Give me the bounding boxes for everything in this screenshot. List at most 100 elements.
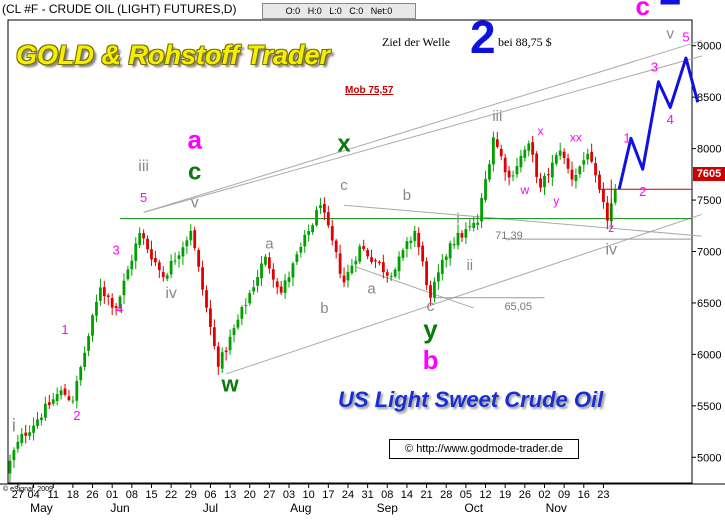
channel-top-line [143,40,702,213]
target-note-suffix: bei 88,75 $ [498,35,552,49]
wave-label: v [191,194,199,211]
candle-body [378,261,381,263]
level-label: 71,39 [495,230,523,242]
candle-body [252,287,256,292]
candle-body [114,306,118,309]
candle-body [16,441,20,449]
wave-label: 5 [140,190,147,205]
wave-label: iii [138,158,149,175]
candle-body [20,433,24,444]
candle-body [220,352,224,369]
candle-body [476,222,480,225]
candle-body [495,139,499,147]
wave-label: 1 [623,130,630,145]
candle-body [531,142,535,155]
candle-body [346,271,350,281]
candle-body [480,197,483,222]
candle-body [212,327,216,347]
wave-label: x [538,124,544,138]
x-tick-label: 21 [420,489,432,501]
candle-body [307,231,311,235]
month-label: Jun [110,501,129,515]
target-wave-number: 2 [470,11,496,63]
wave-label: 3 [651,59,658,74]
candle-body [315,209,318,226]
candle-body [491,137,495,165]
candle-body [299,247,303,253]
ohlc-net: Net:0 [370,6,393,16]
candle-body [503,157,507,173]
x-tick-label: 10 [303,489,315,501]
month-label: Jul [203,501,218,515]
candle-body [409,240,413,243]
candle-body [519,155,523,168]
candle-body [452,244,456,246]
wave-label: w [519,183,529,197]
month-label: Sep [377,501,399,515]
candle-body [63,388,67,395]
candle-body [527,143,531,151]
candle-body [75,381,79,401]
candle-body [12,450,16,460]
candle-body [578,166,582,175]
channel-lower-line [225,213,702,375]
wave-label: 4 [667,112,674,127]
wave-label: 3 [112,243,119,258]
wave-label: b [320,300,328,317]
candle-body [362,246,366,250]
wave-label: ii [466,257,473,274]
candle-body [260,263,263,279]
candle-body [582,160,586,165]
candle-body [323,203,326,213]
y-tick-label: 5500 [697,401,721,413]
candle-body [67,396,71,401]
candle-body [165,275,169,279]
candle-body [102,287,106,297]
candle-body [456,232,460,246]
month-label: May [30,501,53,515]
candle-body [275,281,279,288]
x-tick-label: 27 [263,489,275,501]
x-tick-label: 04 [27,489,39,501]
candle-body [464,229,468,238]
candle-body [460,233,464,238]
candle-body [169,260,173,275]
candle-body [440,259,444,274]
mob-label: Mob 75,57 [345,85,394,96]
candle-body [51,399,55,404]
y-tick-label: 8000 [697,144,721,156]
candle-body [201,267,204,290]
wave-label: 1 [61,322,68,337]
x-tick-label: 06 [204,489,216,501]
wave-label: i [456,211,459,228]
source-url[interactable]: © http://www.godmode-trader.de [389,439,579,459]
wave-label: a [187,125,202,155]
candle-body [279,286,283,293]
candle-body [381,262,385,273]
candle-body [472,222,476,228]
wave-label: b [403,187,411,204]
candle-body [484,179,487,200]
candle-body [358,246,362,262]
candle-body [130,260,134,270]
ohlc-close: C:0 [349,6,364,16]
wave-label: xx [570,130,582,144]
candle-body [468,226,472,228]
candle-body [161,272,165,278]
candle-body [429,285,432,298]
candle-body [350,265,354,274]
candle-body [295,254,299,263]
candle-body [311,225,315,233]
candle-body [488,164,491,180]
candle-body [267,257,271,269]
candle-body [283,280,287,293]
candle-body [95,301,98,316]
candle-body [602,188,605,202]
ohlc-open: O:0 [285,6,301,16]
candle-body [91,315,94,336]
chart-title: (CL #F - CRUDE OIL (LIGHT) FUTURES,D) [2,2,237,16]
wave-label: iv [165,285,177,302]
y-tick-label: 6000 [697,349,721,361]
candle-body [98,287,102,301]
candle-body [342,275,346,283]
